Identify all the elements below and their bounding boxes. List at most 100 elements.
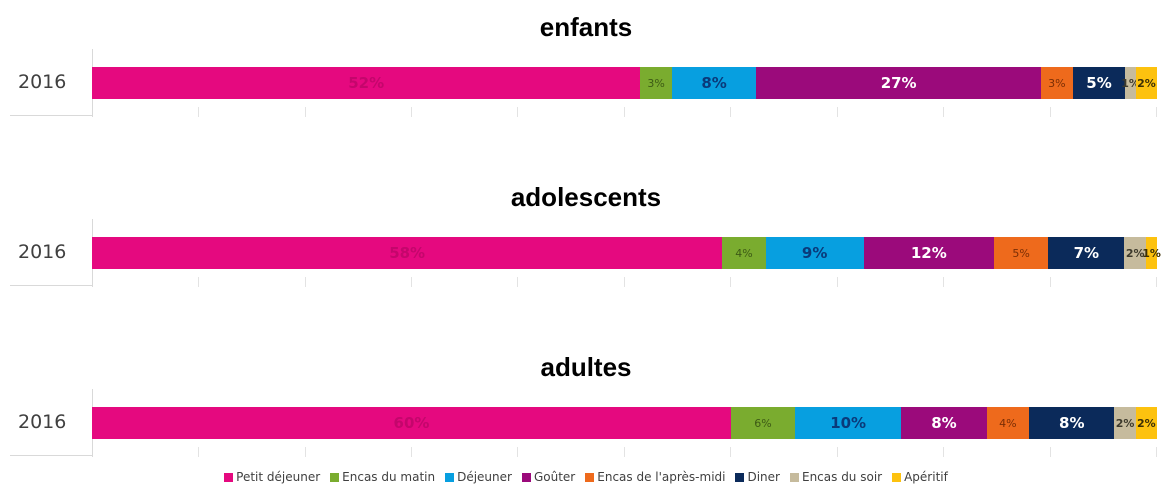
- bar-segment: 4%: [986, 407, 1030, 439]
- legend-swatch: [585, 472, 595, 482]
- category-label-adultes: 2016: [18, 411, 67, 433]
- bar-segment: 2%: [1135, 407, 1157, 439]
- bar-segment: 10%: [794, 407, 902, 439]
- legend-item: Diner: [735, 470, 780, 484]
- gridline-tick: [837, 107, 838, 117]
- bar-segment: 8%: [1029, 407, 1115, 439]
- data-label: 8%: [1059, 414, 1085, 432]
- bar-segment: 1%: [1142, 237, 1161, 269]
- gridline-tick: [1050, 107, 1051, 117]
- legend-swatch: [892, 472, 902, 482]
- bar-segment: 4%: [722, 237, 766, 269]
- legend-swatch: [445, 472, 455, 482]
- bar-segment: 60%: [92, 407, 731, 439]
- data-label: 52%: [348, 74, 385, 92]
- axis-line: [10, 285, 92, 286]
- bar-segment: 5%: [1072, 67, 1126, 99]
- legend-item: Petit déjeuner: [224, 470, 320, 484]
- bar-segment: 58%: [92, 237, 723, 269]
- gridline-tick: [305, 107, 306, 117]
- bar-segment: 7%: [1048, 237, 1125, 269]
- stacked-bar: 52% 3% 8% 27% 3% 5% 1% 2%: [92, 67, 1157, 99]
- gridline-tick: [624, 447, 625, 457]
- gridline-tick: [411, 107, 412, 117]
- bar-segment: 1%: [1121, 67, 1140, 99]
- data-label: 3%: [647, 76, 665, 90]
- gridline-tick: [198, 447, 199, 457]
- legend-swatch: [521, 472, 531, 482]
- panel-title-enfants: enfants: [539, 12, 633, 42]
- legend-label: Petit déjeuner: [236, 470, 321, 484]
- bar-segment: 3%: [1041, 67, 1073, 99]
- gridline-tick: [517, 447, 518, 457]
- bar-segment: 8%: [671, 67, 757, 99]
- bar-segment: 2%: [1114, 407, 1136, 439]
- axis-line: [10, 115, 92, 116]
- bar-segment: 52%: [92, 67, 641, 99]
- data-label: 5%: [1012, 246, 1030, 260]
- bar-segment: 27%: [756, 67, 1041, 99]
- gridline-tick: [1156, 277, 1157, 287]
- legend-item: Goûter: [521, 470, 575, 484]
- gridline-tick: [411, 447, 412, 457]
- data-label: 1%: [1142, 246, 1161, 260]
- data-label: 2%: [1137, 76, 1156, 90]
- data-label: 58%: [389, 244, 426, 262]
- legend-item: Encas du soir: [789, 470, 883, 484]
- gridline-tick: [1050, 447, 1051, 457]
- legend-label: Encas du soir: [801, 470, 883, 484]
- legend-item: Apéritif: [892, 470, 948, 484]
- legend-label: Encas de l'après-midi: [597, 470, 726, 484]
- gridline-tick: [837, 277, 838, 287]
- gridline-tick: [1156, 107, 1157, 117]
- gridline-tick: [730, 107, 731, 117]
- data-label: 10%: [830, 414, 867, 432]
- axis-line: [10, 455, 92, 456]
- gridline-tick: [943, 277, 944, 287]
- chart-legend: Petit déjeuner Encas du matin Déjeuner Goût…: [0, 470, 1172, 484]
- legend-label: Encas du matin: [342, 470, 436, 484]
- legend-swatch: [735, 472, 745, 482]
- data-label: 8%: [701, 74, 727, 92]
- data-label: 2%: [1125, 246, 1145, 260]
- gridline-tick: [1156, 447, 1157, 457]
- gridline-tick: [305, 447, 306, 457]
- bar-segment: 9%: [765, 237, 864, 269]
- data-label: 6%: [754, 416, 772, 430]
- gridline-tick: [943, 447, 944, 457]
- data-label: 27%: [880, 74, 917, 92]
- gridline-tick: [730, 447, 731, 457]
- legend-swatch: [224, 472, 234, 482]
- bar-segment: 3%: [640, 67, 672, 99]
- bar-segment: 8%: [901, 407, 987, 439]
- data-label: 2%: [1136, 416, 1156, 430]
- gridline-tick: [943, 107, 944, 117]
- stacked-bar: 58% 4% 9% 12% 5% 7% 2% 1%: [92, 237, 1161, 269]
- legend-label: Déjeuner: [457, 470, 512, 484]
- panel-title-adolescents: adolescents: [510, 182, 662, 212]
- category-label-adolescents: 2016: [18, 241, 67, 263]
- bar-segment: 12%: [863, 237, 994, 269]
- legend-item: Encas du matin: [330, 470, 435, 484]
- legend-swatch: [330, 472, 340, 482]
- data-label: 12%: [910, 244, 947, 262]
- legend-item: Encas de l'après-midi: [585, 470, 725, 484]
- gridline-tick: [837, 447, 838, 457]
- data-label: 5%: [1086, 74, 1112, 92]
- data-label: 4%: [735, 246, 753, 260]
- bar-segment: 6%: [731, 407, 795, 439]
- data-label: 3%: [1048, 76, 1066, 90]
- gridline-tick: [1050, 277, 1051, 287]
- gridline-tick: [624, 277, 625, 287]
- legend-swatch: [789, 472, 799, 482]
- gridline-tick: [517, 107, 518, 117]
- data-label: 2%: [1115, 416, 1135, 430]
- gridline-tick: [305, 277, 306, 287]
- legend-label: Apéritif: [904, 470, 948, 484]
- bar-segment: 2%: [1135, 67, 1157, 99]
- category-label-enfants: 2016: [18, 71, 67, 93]
- data-label: 9%: [801, 244, 828, 262]
- gridline-tick: [198, 107, 199, 117]
- data-label: 8%: [931, 414, 957, 432]
